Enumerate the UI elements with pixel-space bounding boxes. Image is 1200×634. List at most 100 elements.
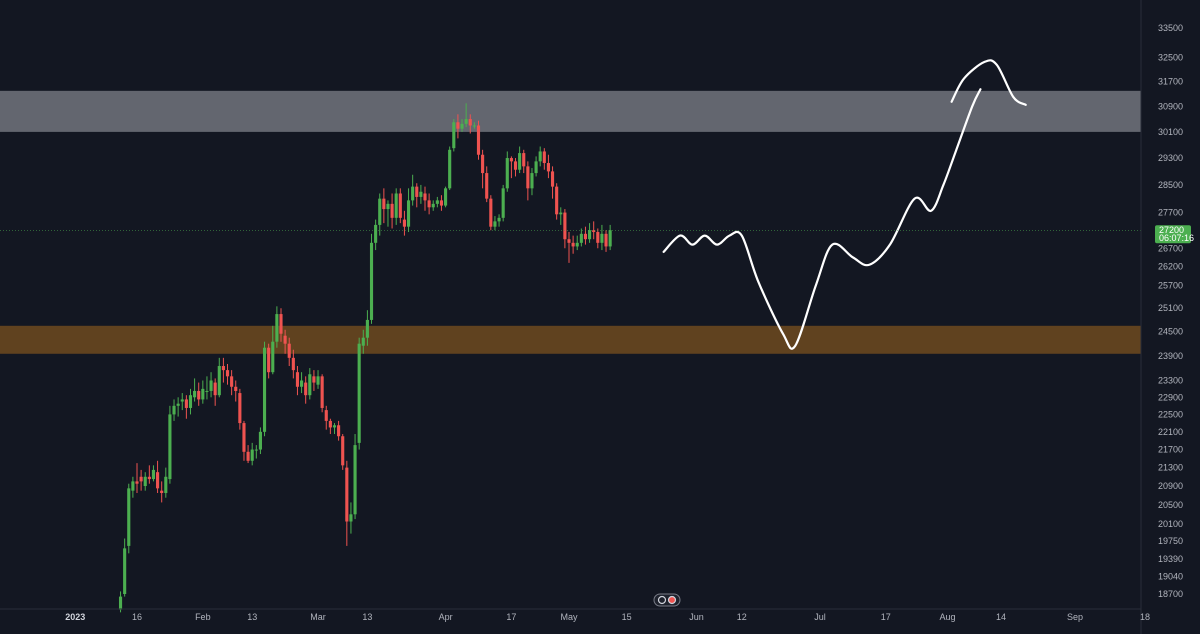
candle[interactable] [234,380,238,402]
candle[interactable] [193,378,197,402]
candle[interactable] [546,154,550,179]
candle[interactable] [460,119,464,132]
candle[interactable] [197,382,201,406]
candle[interactable] [217,357,221,398]
candle[interactable] [312,370,316,391]
candle[interactable] [435,196,439,208]
candle[interactable] [188,388,193,415]
candle[interactable] [444,186,448,208]
candle[interactable] [213,378,217,406]
candle[interactable] [596,228,600,249]
candle[interactable] [147,465,151,484]
candle[interactable] [201,380,205,404]
candle[interactable] [353,434,357,520]
candle[interactable] [328,418,332,435]
candle[interactable] [575,235,579,251]
time-axis[interactable]: 2023 16 Feb 13 Mar 13 Apr 17 May 15 Jun 12 Jul 17 Aug 1… [65,612,1150,622]
candle[interactable] [472,122,476,129]
candle[interactable] [308,368,312,400]
candle[interactable] [221,357,225,383]
candle[interactable] [143,472,147,491]
candle[interactable] [542,148,546,170]
candle[interactable] [468,114,472,134]
resistance-zone[interactable] [0,90,1141,132]
candle[interactable] [608,224,612,251]
candle[interactable] [332,423,337,435]
candle[interactable] [304,376,308,404]
candle[interactable] [283,329,287,354]
candle[interactable] [205,376,209,400]
candle[interactable] [439,195,444,211]
candle[interactable] [588,223,592,243]
candle[interactable] [291,349,295,379]
candle[interactable] [579,228,583,247]
candle[interactable] [341,434,345,470]
candle[interactable] [518,146,522,174]
candle[interactable] [571,235,575,254]
support-zone[interactable] [0,325,1141,354]
candle[interactable] [505,151,509,192]
candle[interactable] [526,161,530,201]
candle[interactable] [127,483,131,554]
candle[interactable] [382,188,386,224]
candle[interactable] [295,366,300,396]
candle[interactable] [151,465,156,482]
replay-toggle-icon[interactable] [653,593,681,607]
candle[interactable] [184,395,188,419]
candle[interactable] [361,329,365,354]
candle[interactable] [271,325,275,375]
candle[interactable] [238,388,242,430]
candle[interactable] [369,233,374,324]
candle[interactable] [427,193,431,215]
candle[interactable] [411,174,415,206]
candle[interactable] [320,374,324,413]
candle[interactable] [509,156,513,179]
candle[interactable] [464,103,468,128]
candle[interactable] [357,337,361,450]
candle[interactable] [386,200,390,227]
candle[interactable] [563,209,567,249]
projection-drawing[interactable] [662,88,982,350]
candle[interactable] [378,193,382,236]
candle[interactable] [246,445,250,464]
candle[interactable] [402,210,406,236]
candle[interactable] [476,120,481,160]
candle[interactable] [168,405,172,484]
candle[interactable] [242,420,246,461]
candle[interactable] [550,166,555,199]
candle[interactable] [316,370,320,389]
candle[interactable] [497,214,501,227]
candle[interactable] [324,405,328,430]
candle[interactable] [300,372,304,394]
candle[interactable] [139,469,143,491]
candle[interactable] [349,502,353,534]
candle[interactable] [131,476,135,498]
candle[interactable] [180,393,184,411]
candle[interactable] [123,538,127,597]
candle[interactable] [345,460,349,546]
candle[interactable] [423,186,427,211]
candle[interactable] [538,146,542,167]
candle[interactable] [279,308,283,342]
candle[interactable] [600,224,604,251]
candle[interactable] [493,216,497,231]
candle[interactable] [225,363,230,385]
candle[interactable] [258,427,262,455]
candle[interactable] [275,306,279,348]
candle[interactable] [534,156,538,177]
candle[interactable] [501,184,505,222]
price-axis[interactable]: 18700 19040 19390 19750 20100 20500 20900 21300… [1158,23,1183,599]
candle[interactable] [287,337,291,367]
candle[interactable] [485,166,489,203]
candle[interactable] [592,221,596,240]
candle[interactable] [267,343,271,379]
candle[interactable] [406,188,411,233]
candle[interactable] [456,114,460,139]
candle[interactable] [522,149,526,174]
candle[interactable] [374,219,378,251]
projection-arc-drawing[interactable] [950,59,1027,106]
candle[interactable] [176,397,180,417]
candle[interactable] [337,420,341,441]
candle[interactable] [209,372,213,398]
